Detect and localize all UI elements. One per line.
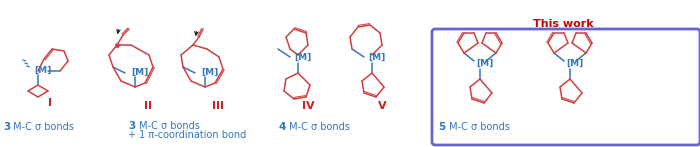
Text: + 1 π-coordination bond: + 1 π-coordination bond <box>128 130 246 140</box>
Text: [M]: [M] <box>368 52 386 61</box>
Text: I: I <box>48 98 52 108</box>
Text: 4: 4 <box>278 122 286 132</box>
Text: IV: IV <box>302 101 314 111</box>
Text: M-C σ bonds: M-C σ bonds <box>286 122 350 132</box>
Text: [M]: [M] <box>566 59 584 67</box>
Text: This work: This work <box>533 19 594 29</box>
Text: M-C σ bonds: M-C σ bonds <box>10 122 74 132</box>
Text: [M]: [M] <box>202 67 218 76</box>
Text: III: III <box>212 101 224 111</box>
Text: [M]: [M] <box>477 59 494 67</box>
Text: V: V <box>378 101 386 111</box>
Text: M-C σ bonds: M-C σ bonds <box>136 121 200 131</box>
Text: 3: 3 <box>128 121 135 131</box>
Text: II: II <box>144 101 152 111</box>
Text: 5: 5 <box>438 122 445 132</box>
Text: 3: 3 <box>3 122 10 132</box>
Text: [M]: [M] <box>132 67 148 76</box>
Text: [M]: [M] <box>295 52 312 61</box>
Text: M-C σ bonds: M-C σ bonds <box>446 122 510 132</box>
Text: [M]: [M] <box>34 66 52 75</box>
